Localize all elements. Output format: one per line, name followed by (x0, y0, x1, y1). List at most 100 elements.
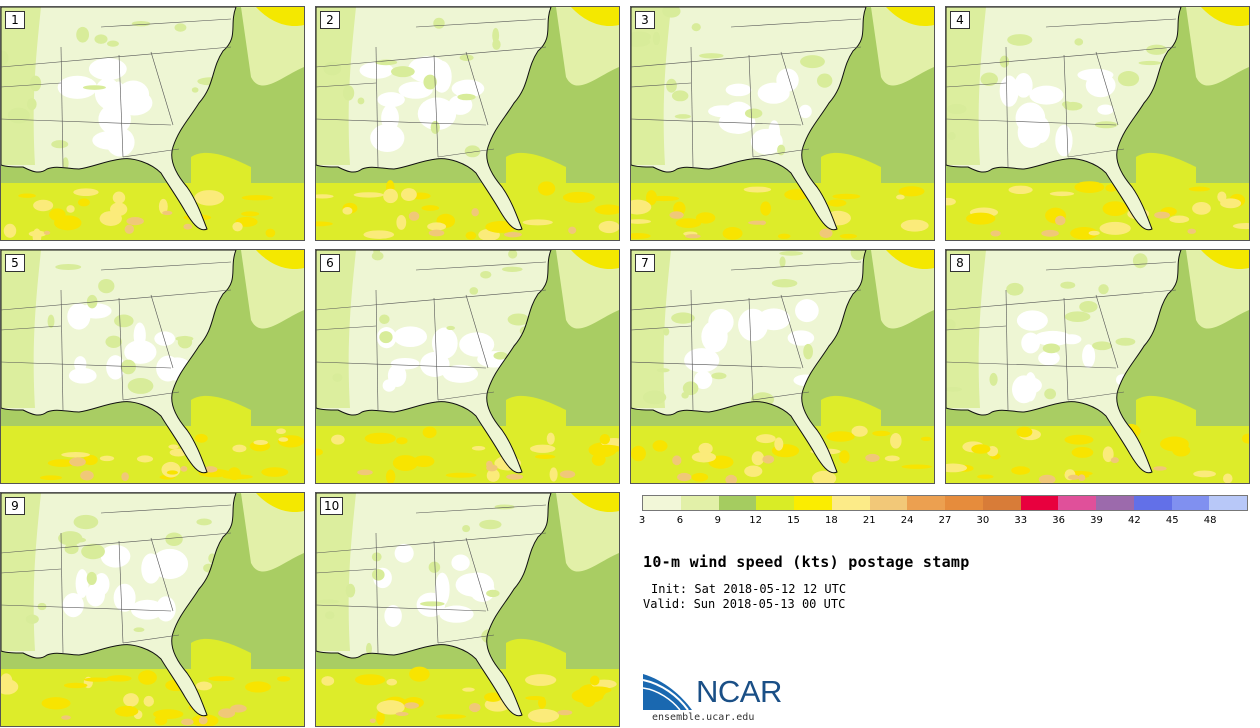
wind-speed-blob (357, 469, 373, 476)
member-number: 1 (5, 11, 25, 29)
member-panel-3: 3 (630, 6, 935, 241)
wind-speed-blob (241, 195, 274, 201)
colorbar-tick-label: 30 (976, 515, 990, 526)
wind-speed-blob (890, 433, 902, 449)
state-border (415, 504, 547, 514)
wind-speed-blob (1067, 474, 1080, 480)
ocean-light-zone (556, 493, 619, 572)
wind-speed-blob (1242, 433, 1249, 444)
wind-speed-blob (1, 673, 13, 690)
wind-speed-blob (549, 467, 558, 482)
coastline (1, 250, 237, 474)
wind-speed-blob (376, 710, 385, 726)
wind-speed-blob (582, 695, 596, 708)
ocean-light-zone (556, 7, 619, 86)
wind-speed-blob (369, 718, 376, 723)
colorbar-swatch (1020, 496, 1059, 510)
wind-speed-blob (1016, 426, 1033, 438)
ocean-light-zone (241, 250, 304, 329)
wind-speed-map (316, 250, 619, 483)
wind-speed-blob (162, 210, 173, 216)
state-border (437, 391, 495, 401)
state-border (118, 54, 124, 158)
wind-speed-blob (677, 472, 692, 482)
colorbar-swatch (869, 496, 908, 510)
wind-speed-blob (99, 455, 115, 462)
wind-speed-blob (1064, 434, 1094, 445)
state-border (100, 261, 232, 271)
coastline (316, 250, 552, 474)
wind-speed-blob (353, 192, 384, 198)
wind-speed-blob (901, 464, 932, 469)
state-border (1005, 289, 1009, 411)
wind-speed-blob (559, 470, 576, 479)
state-border (415, 261, 547, 271)
wind-speed-blob (396, 214, 407, 230)
wind-speed-blob (898, 186, 925, 197)
state-border (1, 118, 172, 126)
colorbar-swatch (831, 496, 870, 510)
wind-speed-blob (276, 428, 286, 435)
wind-speed-blob (647, 195, 680, 202)
ncar-logo-icon (642, 674, 692, 711)
wind-speed-blob (1054, 215, 1066, 226)
wind-speed-blob (1193, 470, 1216, 478)
member-number: 8 (950, 254, 970, 272)
colorbar-swatch (1209, 496, 1247, 510)
wind-speed-blob (851, 425, 868, 437)
wind-speed-blob (839, 233, 857, 239)
wind-speed-blob (568, 226, 577, 234)
wind-speed-blob (83, 677, 111, 682)
state-border (780, 294, 804, 369)
wind-speed-blob (70, 221, 81, 227)
colorbar-tick-label: 6 (676, 515, 684, 526)
wind-speed-blob (725, 474, 738, 483)
wind-speed-blob (465, 231, 477, 240)
colorbar-swatch (1096, 496, 1134, 510)
member-panel-2: 2 (315, 6, 620, 241)
wind-speed-blob (232, 221, 243, 232)
wind-speed-blob (884, 455, 900, 462)
wind-speed-blob (1220, 198, 1242, 209)
wind-speed-blob (669, 211, 684, 219)
wind-speed-blob (66, 205, 75, 213)
coastline (631, 250, 867, 474)
wind-speed-blob (261, 467, 289, 477)
ocean-light-zone (1186, 250, 1249, 329)
wind-speed-blob (1153, 466, 1167, 471)
colorbar-swatch (680, 496, 719, 510)
state-border (316, 604, 487, 612)
wind-speed-blob (546, 432, 555, 445)
ocean-high-wind-zone (1201, 250, 1249, 270)
wind-speed-blob (1169, 215, 1190, 224)
state-border (316, 82, 377, 88)
wind-speed-blob (1071, 447, 1094, 458)
wind-speed-blob (435, 714, 467, 719)
wind-speed-blob (691, 451, 717, 463)
coastline (631, 7, 867, 231)
colorbar-swatch (643, 496, 681, 510)
wind-speed-blob (121, 472, 129, 482)
wind-speed-blob (69, 457, 86, 467)
wind-speed-blob (896, 194, 905, 200)
wind-speed-blob (120, 706, 138, 717)
logo-wordmark: NCAR (696, 674, 782, 709)
ocean-light-zone (241, 493, 304, 572)
state-border (150, 51, 174, 126)
wind-speed-blob (582, 686, 612, 694)
wind-speed-blob (486, 468, 500, 482)
colorbar-tick-label: 18 (825, 515, 838, 526)
state-border (433, 540, 439, 644)
colorbar-swatch (982, 496, 1021, 510)
wind-speed-blob (469, 702, 481, 713)
member-panel-10: 10 (315, 492, 620, 727)
wind-speed-blob (811, 470, 837, 483)
wind-speed-blob (138, 670, 157, 685)
wind-speed-blob (404, 702, 419, 709)
state-border (946, 118, 1117, 126)
state-border (1063, 297, 1069, 401)
wind-speed-blob (158, 198, 168, 215)
wind-speed-blob (462, 687, 475, 692)
state-border (631, 325, 692, 331)
wind-speed-blob (826, 431, 855, 442)
